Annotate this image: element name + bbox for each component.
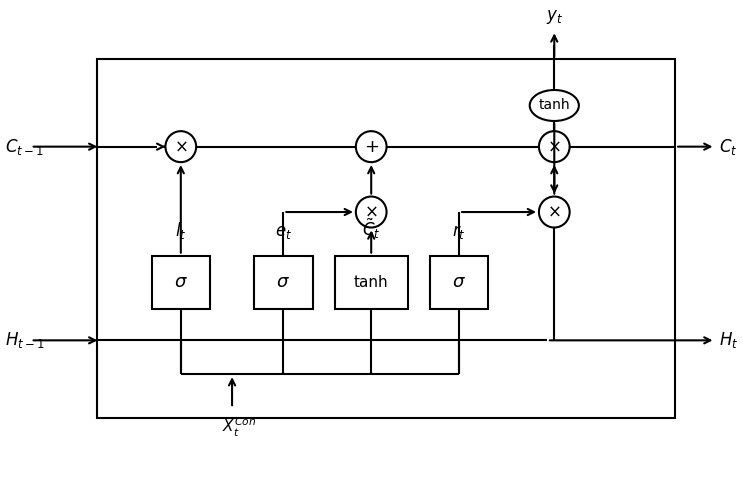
Text: $H_{t-1}$: $H_{t-1}$ [5, 330, 45, 350]
Text: $\times$: $\times$ [548, 203, 561, 221]
Text: $r_t$: $r_t$ [452, 223, 466, 241]
Bar [152, 256, 210, 309]
Text: $+$: $+$ [363, 138, 379, 156]
Text: tanh: tanh [354, 275, 389, 290]
Bar [97, 59, 675, 418]
Text: $l_t$: $l_t$ [175, 220, 186, 241]
Bar [334, 256, 408, 309]
Bar [254, 256, 313, 309]
Bar [429, 256, 488, 309]
Text: $C_{t-1}$: $C_{t-1}$ [5, 137, 44, 157]
Ellipse shape [356, 197, 386, 227]
Ellipse shape [166, 131, 196, 162]
Text: $X_t^{Con}$: $X_t^{Con}$ [222, 415, 256, 439]
Text: $y_t$: $y_t$ [545, 8, 563, 26]
Text: tanh: tanh [539, 98, 570, 112]
Text: $\sigma$: $\sigma$ [452, 273, 466, 291]
Text: $\sigma$: $\sigma$ [174, 273, 188, 291]
Ellipse shape [539, 131, 570, 162]
Text: $\tilde{C}_t$: $\tilde{C}_t$ [362, 217, 380, 241]
Text: $e_t$: $e_t$ [275, 223, 292, 241]
Text: $H_t$: $H_t$ [719, 330, 739, 350]
Text: $\sigma$: $\sigma$ [276, 273, 291, 291]
Ellipse shape [356, 131, 386, 162]
Text: $\times$: $\times$ [548, 138, 561, 156]
Text: $\times$: $\times$ [364, 203, 378, 221]
Ellipse shape [539, 197, 570, 227]
Text: $\times$: $\times$ [174, 138, 188, 156]
Text: $C_t$: $C_t$ [719, 137, 738, 157]
Ellipse shape [530, 90, 579, 121]
